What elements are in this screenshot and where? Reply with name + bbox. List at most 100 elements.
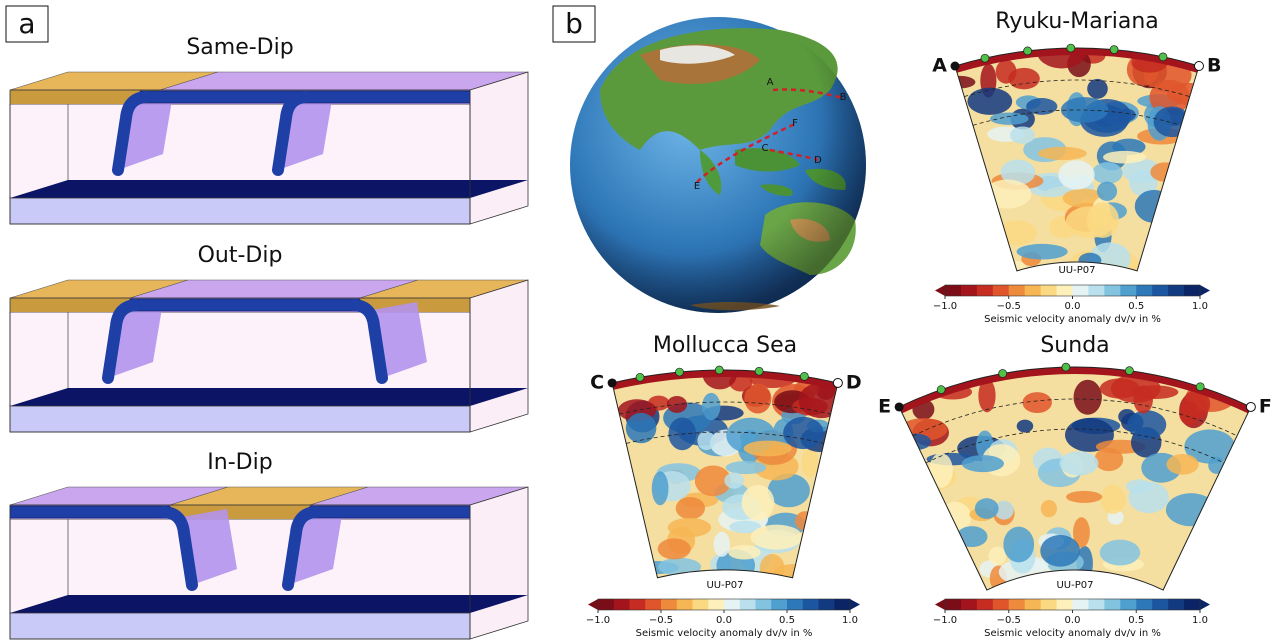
colorbar-swatch bbox=[740, 599, 756, 610]
anomaly bbox=[668, 518, 711, 537]
anomaly bbox=[929, 453, 953, 488]
anomaly bbox=[1100, 378, 1140, 398]
side-face bbox=[470, 487, 528, 639]
model-title: Same-Dip bbox=[186, 35, 293, 60]
figure: a b Same-DipOut-DipIn-DipABCDEFABRyuku-M… bbox=[0, 0, 1274, 643]
colorbar-extend bbox=[588, 599, 598, 610]
trench-marker bbox=[676, 368, 684, 376]
anomaly bbox=[997, 220, 1036, 245]
tomography-section bbox=[899, 367, 1251, 591]
colorbar-swatch bbox=[787, 599, 803, 610]
colorbar-swatch bbox=[1073, 285, 1089, 296]
block-diagram: In-Dip bbox=[10, 450, 528, 639]
map-label: B bbox=[840, 92, 847, 103]
start-point bbox=[951, 62, 960, 71]
start-point bbox=[895, 402, 904, 411]
end-point bbox=[1194, 62, 1203, 71]
colorbar-swatch bbox=[1184, 599, 1200, 610]
panel-label: b bbox=[565, 7, 583, 40]
trench-marker bbox=[636, 373, 644, 381]
anomaly bbox=[1040, 535, 1080, 567]
anomaly bbox=[1026, 98, 1057, 115]
colorbar-label: Seismic velocity anomaly dv/v in % bbox=[636, 628, 813, 639]
side-face bbox=[470, 280, 528, 432]
colorbar-swatch bbox=[961, 599, 977, 610]
colorbar-tick-label: −0.5 bbox=[649, 615, 673, 626]
colorbar-swatch bbox=[1136, 599, 1152, 610]
trench-marker bbox=[1062, 363, 1070, 371]
anomaly bbox=[1008, 68, 1040, 89]
colorbar-tick-label: 1.0 bbox=[842, 615, 858, 626]
lower-mantle bbox=[10, 406, 470, 432]
model-name: UU-P07 bbox=[1058, 265, 1095, 276]
trench-marker bbox=[715, 366, 723, 374]
colorbar-tick-label: 0.5 bbox=[1128, 301, 1144, 312]
colorbar-swatch bbox=[1088, 285, 1104, 296]
lower-mantle bbox=[10, 613, 470, 639]
anomaly bbox=[751, 525, 803, 550]
colorbar-tick-label: 0.5 bbox=[1128, 615, 1144, 626]
colorbar-extend bbox=[935, 599, 945, 610]
anomaly bbox=[1167, 454, 1199, 475]
anomaly bbox=[1059, 451, 1098, 475]
end-label: B bbox=[1207, 55, 1221, 77]
colorbar-swatch bbox=[819, 599, 835, 610]
colorbar-tick-label: 0.0 bbox=[716, 615, 732, 626]
colorbar-swatch bbox=[661, 599, 677, 610]
colorbar-swatch bbox=[1168, 285, 1184, 296]
colorbar-swatch bbox=[945, 599, 961, 610]
anomaly bbox=[1087, 79, 1108, 99]
anomaly bbox=[702, 393, 720, 420]
colorbar-tick-label: −0.5 bbox=[997, 615, 1021, 626]
colorbar-swatch bbox=[803, 599, 819, 610]
colorbar-swatch bbox=[614, 599, 630, 610]
colorbar-swatch bbox=[993, 285, 1009, 296]
colorbar-swatch bbox=[1152, 285, 1168, 296]
colorbar-tick-label: 1.0 bbox=[1192, 301, 1208, 312]
colorbar-swatch bbox=[756, 599, 772, 610]
colorbar-swatch bbox=[708, 599, 724, 610]
anomaly bbox=[697, 431, 715, 450]
anomaly bbox=[726, 461, 767, 474]
end-point bbox=[833, 378, 842, 387]
anomaly bbox=[744, 441, 792, 457]
anomaly bbox=[1166, 493, 1216, 526]
start-label: C bbox=[590, 371, 604, 393]
trench-marker bbox=[1024, 47, 1032, 55]
anomaly bbox=[1097, 182, 1117, 201]
anomaly bbox=[989, 547, 1007, 566]
colorbar-tick-label: −0.5 bbox=[997, 301, 1021, 312]
anomaly bbox=[1116, 108, 1136, 121]
colorbar-swatch bbox=[993, 599, 1009, 610]
colorbar-swatch bbox=[1088, 599, 1104, 610]
model-title: Out-Dip bbox=[198, 243, 283, 268]
anomaly bbox=[1127, 410, 1166, 439]
anomaly bbox=[652, 471, 669, 505]
trench-marker bbox=[1110, 46, 1118, 54]
anomaly bbox=[760, 554, 785, 582]
colorbar-swatch bbox=[945, 285, 961, 296]
lower-mantle bbox=[10, 198, 470, 224]
anomaly bbox=[795, 511, 815, 530]
colorbar-swatch bbox=[645, 599, 661, 610]
end-point bbox=[1246, 402, 1255, 411]
anomaly bbox=[714, 532, 730, 557]
colorbar-swatch bbox=[693, 599, 709, 610]
trench-marker bbox=[937, 386, 945, 394]
trench-marker bbox=[1067, 44, 1075, 52]
colorbar-swatch bbox=[1057, 599, 1073, 610]
lower-plate bbox=[10, 388, 528, 406]
lower-plate bbox=[10, 180, 528, 198]
colorbar-swatch bbox=[1009, 285, 1025, 296]
colorbar-swatch bbox=[771, 599, 787, 610]
map-label: C bbox=[762, 143, 769, 154]
colorbar-tick-label: −1.0 bbox=[586, 615, 610, 626]
panel-label: a bbox=[18, 7, 35, 40]
colorbar-tick-label: −1.0 bbox=[933, 301, 957, 312]
start-point bbox=[608, 378, 617, 387]
map-label: D bbox=[814, 155, 822, 166]
colorbar-swatch bbox=[1136, 285, 1152, 296]
model-name: UU-P07 bbox=[1056, 580, 1093, 591]
section-title: Ryuku-Mariana bbox=[995, 9, 1159, 34]
colorbar-swatch bbox=[1073, 599, 1089, 610]
